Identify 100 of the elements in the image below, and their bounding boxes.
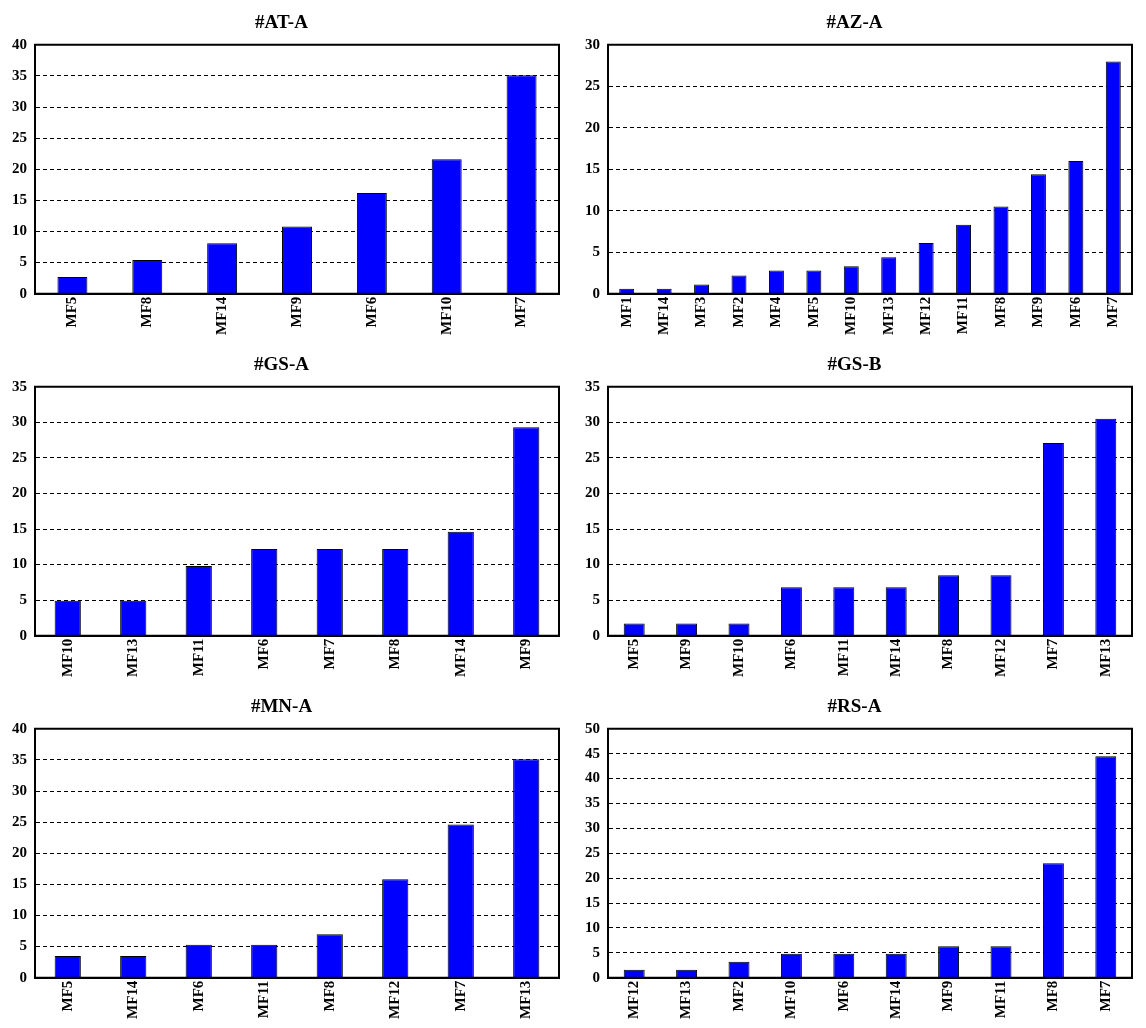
y-tick-label: 5 xyxy=(592,243,600,260)
x-tick-label: MF13 xyxy=(1096,638,1113,678)
y-tick-label: 35 xyxy=(12,750,27,767)
x-tick-label: MF10 xyxy=(58,638,75,678)
x-tick-label: MF12 xyxy=(625,980,642,1020)
x-tick-label: MF2 xyxy=(729,980,746,1012)
x-tick-label: MF9 xyxy=(677,638,694,670)
y-tick-label: 5 xyxy=(19,253,27,270)
y-tick-label: 30 xyxy=(12,413,27,430)
y-tick-label: 0 xyxy=(19,626,27,643)
y-tick-label: 25 xyxy=(585,844,600,861)
x-tick-label: MF7 xyxy=(512,296,529,328)
y-tick-label: 10 xyxy=(12,555,27,572)
x-tick-label: MF6 xyxy=(189,980,206,1012)
x-tick-label: MF7 xyxy=(1096,980,1113,1012)
y-tick-label: 35 xyxy=(585,794,600,811)
x-tick-label: MF14 xyxy=(451,638,468,678)
x-tick-label: MF13 xyxy=(517,980,534,1020)
x-tick-label: MF13 xyxy=(677,980,694,1020)
x-tick-label: MF3 xyxy=(692,296,709,328)
chart-title: #AT-A xyxy=(255,11,309,33)
y-tick-label: 5 xyxy=(19,937,27,954)
x-tick-label: MF10 xyxy=(437,296,454,336)
x-tick-label: MF12 xyxy=(917,296,934,336)
x-tick-label: MF11 xyxy=(834,638,851,677)
x-tick-label: MF6 xyxy=(255,638,272,670)
x-tick-label: MF8 xyxy=(991,296,1008,328)
x-tick-label: MF7 xyxy=(1104,296,1121,328)
x-tick-label: MF14 xyxy=(124,980,141,1020)
y-tick-label: 30 xyxy=(12,97,27,114)
x-tick-label: MF8 xyxy=(386,638,403,670)
x-tick-label: MF2 xyxy=(729,296,746,328)
y-tick-label: 10 xyxy=(585,918,600,935)
x-tick-label: MF5 xyxy=(63,296,80,328)
y-tick-label: 5 xyxy=(592,591,600,607)
y-tick-label: 25 xyxy=(12,448,27,465)
y-tick-label: 0 xyxy=(592,284,600,301)
x-tick-label: MF4 xyxy=(767,296,784,328)
y-tick-label: 20 xyxy=(585,118,600,135)
y-tick-label: 40 xyxy=(585,769,600,786)
x-tick-label: MF11 xyxy=(189,638,206,677)
y-tick-label: 10 xyxy=(12,906,27,923)
x-tick-label: MF6 xyxy=(1066,296,1083,328)
x-tick-label: MF14 xyxy=(655,296,672,336)
x-tick-label: MF12 xyxy=(386,980,403,1020)
x-tick-label: MF5 xyxy=(804,296,821,328)
y-tick-label: 30 xyxy=(585,819,600,836)
chart-title: #GS-B xyxy=(827,353,882,375)
y-tick-label: 15 xyxy=(585,893,600,910)
chart-title: #AZ-A xyxy=(826,11,883,33)
y-tick-label: 30 xyxy=(12,781,27,798)
y-tick-label: 30 xyxy=(585,413,600,430)
x-tick-label: MF6 xyxy=(362,296,379,328)
y-tick-label: 20 xyxy=(585,484,600,501)
x-tick-label: MF7 xyxy=(451,980,468,1012)
x-tick-label: MF9 xyxy=(517,638,534,670)
x-tick-label: MF10 xyxy=(782,980,799,1020)
y-tick-label: 30 xyxy=(585,35,600,52)
x-tick-label: MF13 xyxy=(879,296,896,336)
y-tick-label: 10 xyxy=(12,222,27,239)
x-tick-label: MF8 xyxy=(1044,980,1061,1012)
x-tick-label: MF11 xyxy=(255,980,272,1019)
x-tick-label: MF10 xyxy=(842,296,859,336)
x-tick-label: MF14 xyxy=(213,296,230,336)
y-tick-label: 35 xyxy=(12,377,27,394)
y-tick-label: 35 xyxy=(12,66,27,83)
x-tick-label: MF7 xyxy=(1044,638,1061,670)
x-tick-label: MF6 xyxy=(834,980,851,1012)
x-tick-label: MF10 xyxy=(729,638,746,678)
y-tick-label: 15 xyxy=(12,519,27,536)
x-tick-label: MF12 xyxy=(991,638,1008,678)
y-tick-label: 15 xyxy=(12,191,27,208)
x-tick-label: MF9 xyxy=(287,296,304,328)
y-tick-label: 10 xyxy=(585,201,600,218)
x-tick-label: MF8 xyxy=(320,980,337,1012)
y-tick-label: 25 xyxy=(585,77,600,94)
y-tick-label: 5 xyxy=(592,943,600,960)
y-tick-label: 20 xyxy=(12,844,27,861)
y-tick-label: 25 xyxy=(12,813,27,829)
y-tick-label: 15 xyxy=(585,160,600,177)
x-tick-label: MF11 xyxy=(954,296,971,335)
y-tick-label: 25 xyxy=(12,129,27,145)
y-tick-label: 10 xyxy=(585,555,600,572)
y-tick-label: 35 xyxy=(585,377,600,394)
x-tick-label: MF14 xyxy=(887,980,904,1020)
chart-title: #GS-A xyxy=(254,353,310,375)
x-tick-label: MF8 xyxy=(939,638,956,670)
y-tick-label: 15 xyxy=(585,519,600,536)
x-tick-label: MF1 xyxy=(617,296,634,328)
x-tick-label: MF5 xyxy=(58,980,75,1012)
y-tick-label: 0 xyxy=(19,284,27,301)
y-tick-label: 0 xyxy=(19,968,27,985)
y-tick-label: 40 xyxy=(12,35,27,52)
y-tick-label: 25 xyxy=(585,448,600,465)
y-tick-label: 45 xyxy=(585,744,600,761)
y-tick-label: 50 xyxy=(585,719,600,736)
y-tick-label: 5 xyxy=(19,591,27,607)
y-tick-label: 15 xyxy=(12,875,27,892)
y-tick-label: 20 xyxy=(12,160,27,177)
chart-title: #RS-A xyxy=(827,695,882,717)
